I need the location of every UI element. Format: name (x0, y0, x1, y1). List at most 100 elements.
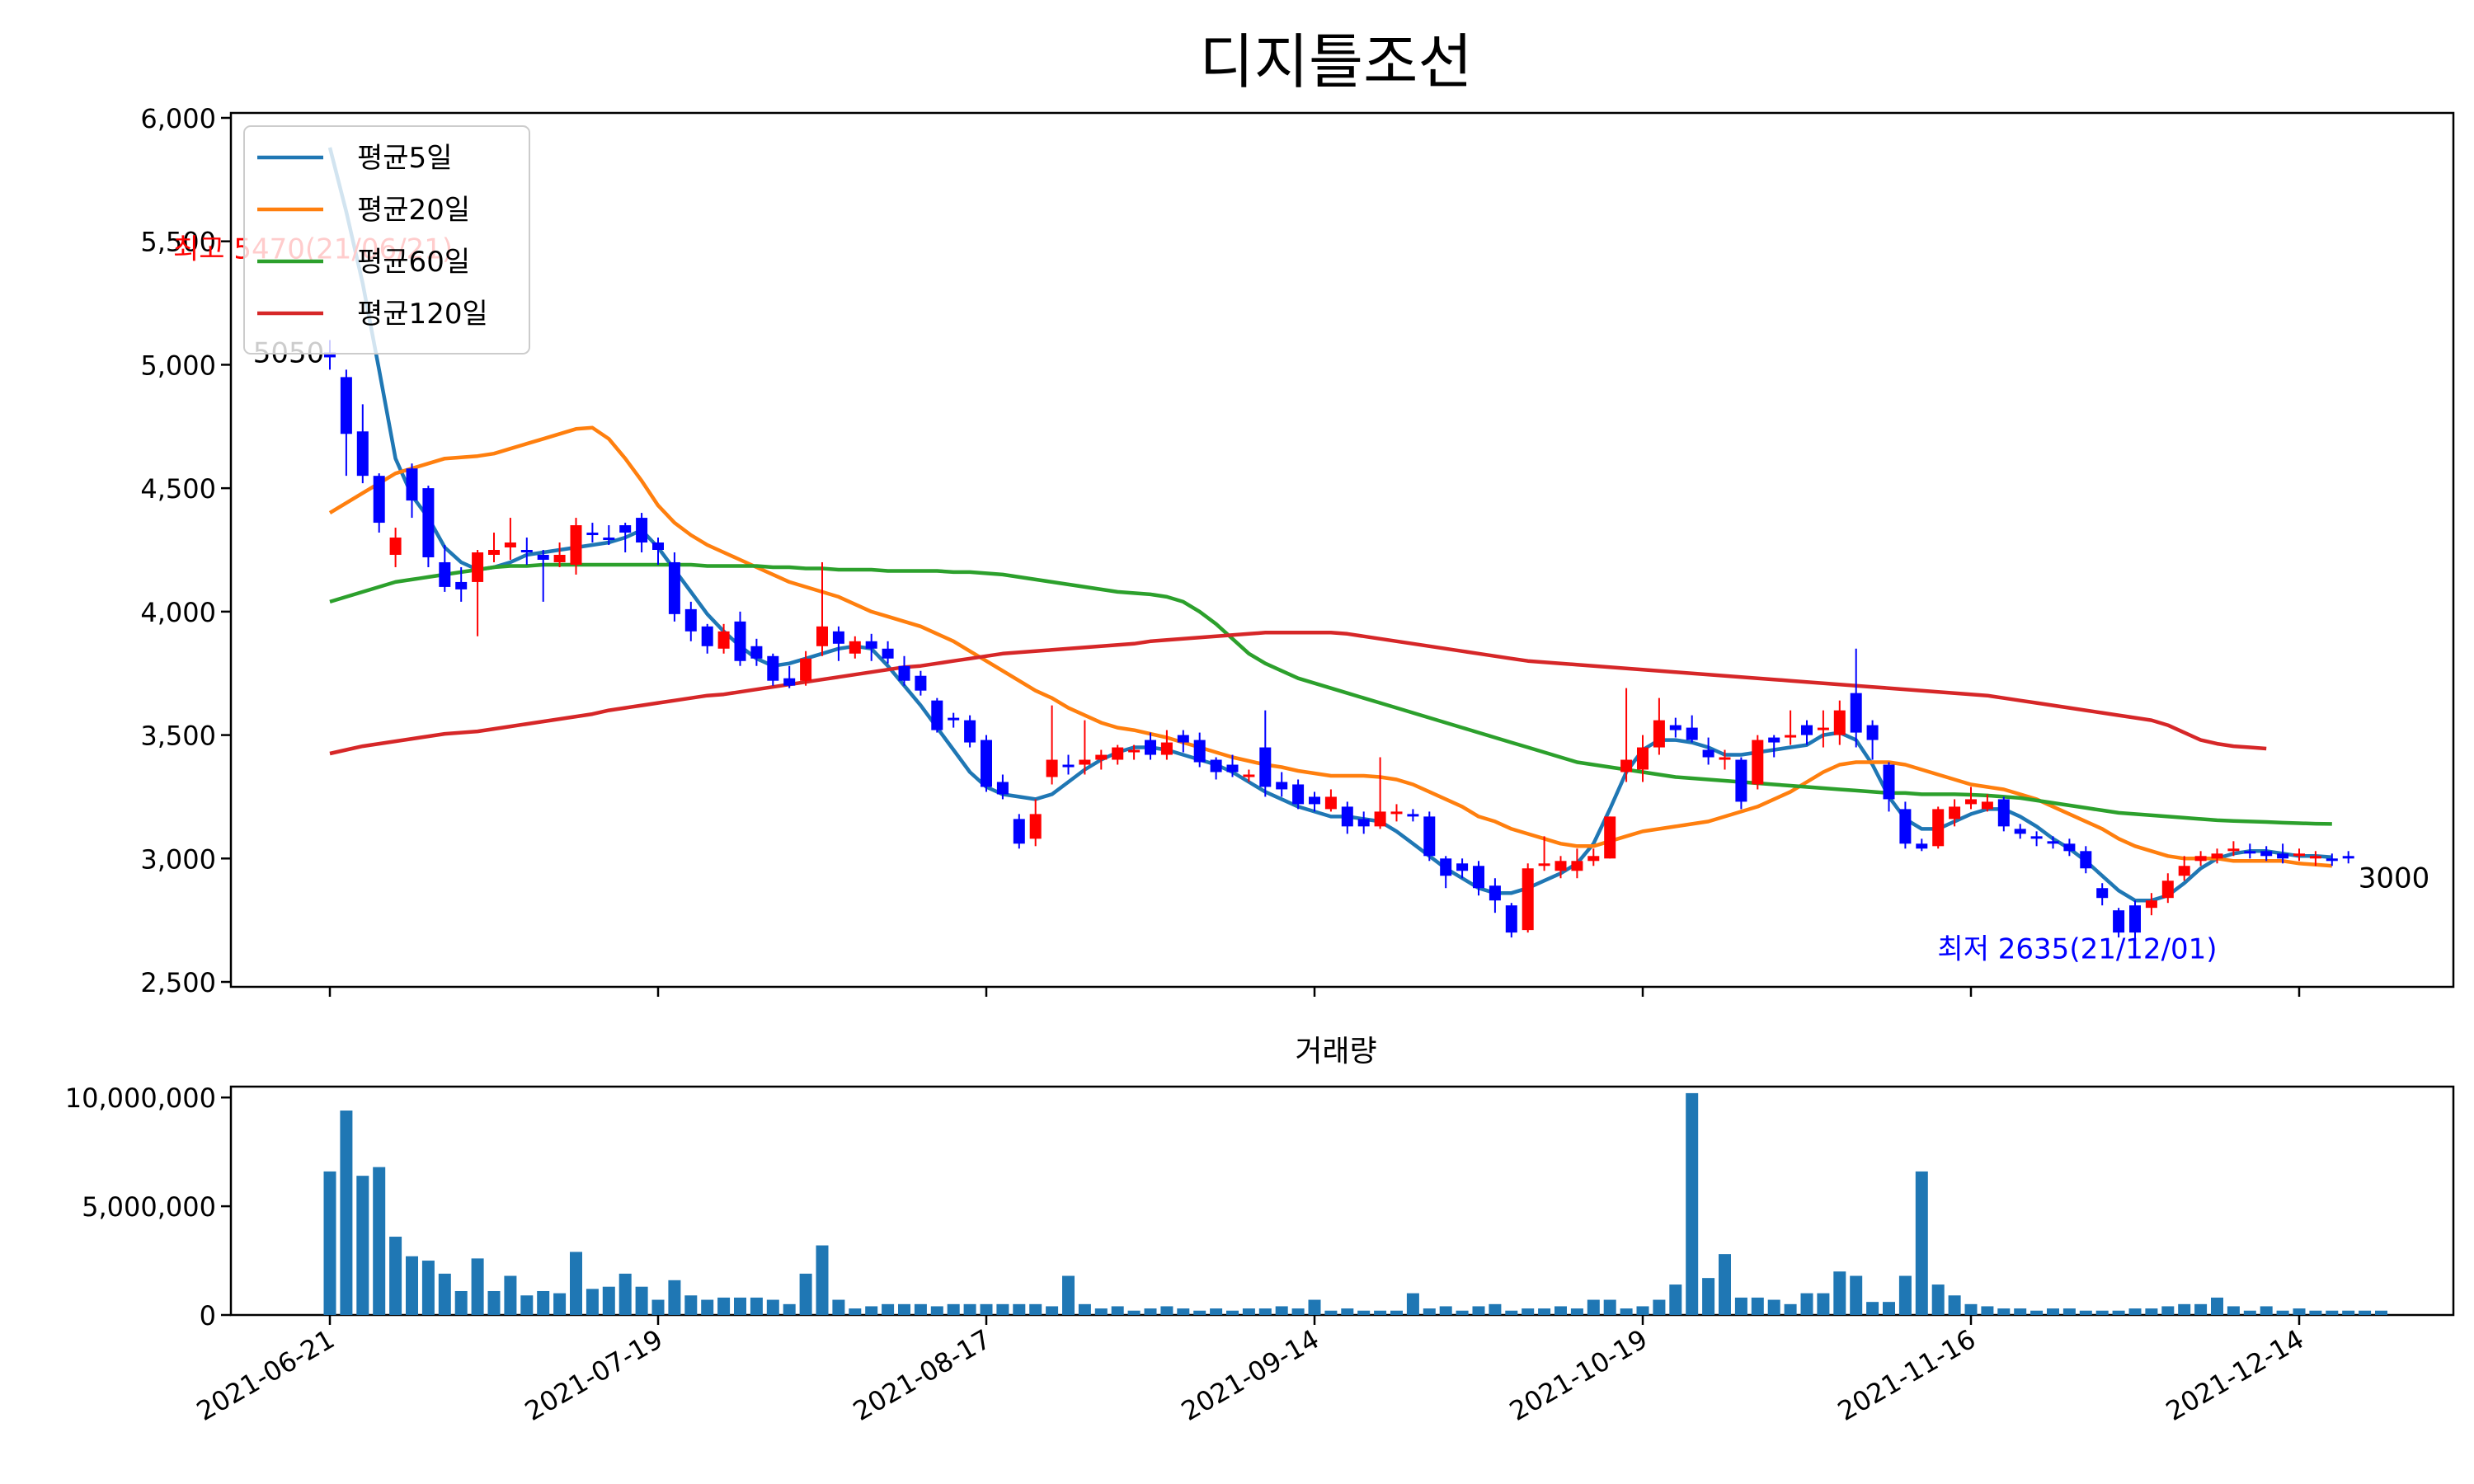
candle-body (1653, 720, 1665, 748)
volume-bar (2047, 1308, 2059, 1315)
volume-y-tick-label: 10,000,000 (65, 1082, 216, 1114)
volume-bar (2145, 1308, 2158, 1315)
volume-bar (1439, 1306, 1452, 1315)
candle-body (1177, 735, 1189, 743)
candle-body (1522, 868, 1534, 931)
volume-bar (2326, 1310, 2339, 1315)
volume-bar (323, 1171, 336, 1315)
volume-bar (947, 1303, 960, 1315)
candle-body (1997, 799, 2010, 827)
volume-bar (1144, 1308, 1157, 1315)
price-y-tick-label: 2,500 (140, 967, 216, 998)
candle-body (2244, 851, 2256, 854)
candle-body (865, 641, 877, 649)
candle-body (2227, 848, 2240, 852)
candle-body (1243, 774, 1255, 777)
volume-bar (356, 1176, 369, 1315)
candle-body (800, 658, 812, 681)
candle-body (2096, 888, 2109, 899)
volume-bar (570, 1252, 582, 1315)
candle-body (996, 782, 1009, 795)
volume-bar (1029, 1303, 1042, 1315)
legend-label: 평균120일 (357, 298, 488, 331)
candle-body (1949, 806, 1961, 819)
candle-body (406, 468, 418, 501)
candle-body (1210, 759, 1222, 773)
candle-body (636, 518, 648, 543)
volume-bar (734, 1297, 746, 1315)
candle-body (1046, 759, 1058, 777)
volume-bar (454, 1290, 468, 1315)
candle-body (981, 740, 992, 787)
volume-bar (1734, 1297, 1747, 1315)
candle-body (2309, 856, 2321, 859)
candle-body (1850, 693, 1862, 733)
candle-body (1833, 710, 1846, 735)
volume-bar (1456, 1310, 1469, 1315)
volume-bar (618, 1273, 632, 1315)
candle-body (1079, 759, 1091, 765)
price-panel: 2,500 3,000 3,500 4,000 4,500 5,000 5,500 6,000… (140, 103, 2455, 998)
volume-bar (1554, 1306, 1567, 1315)
volume-bar (980, 1303, 993, 1315)
volume-bar (1505, 1310, 1518, 1315)
candle-body (340, 377, 352, 434)
volume-bar (783, 1303, 796, 1315)
candle-body (324, 352, 336, 358)
volume-bar (882, 1303, 895, 1315)
volume-bar (1472, 1306, 1485, 1315)
price-plot-frame (229, 111, 2455, 989)
price-y-tick-label: 5,000 (140, 350, 216, 381)
candle-body (1702, 749, 1714, 758)
candle-body (373, 476, 385, 524)
volume-bar (504, 1275, 517, 1315)
candle-body (422, 488, 435, 557)
volume-bars (323, 1092, 2387, 1315)
volume-bar (1817, 1293, 1830, 1315)
volume-bar (1866, 1302, 1879, 1315)
candle-body (1390, 811, 1403, 815)
candle-body (1505, 905, 1517, 933)
candle-body (1752, 740, 1764, 785)
candle-body (684, 608, 697, 632)
volume-bar (1177, 1308, 1190, 1315)
candle-body (717, 631, 730, 649)
volume-bar (1964, 1303, 1978, 1315)
candle-body (1423, 816, 1436, 857)
candle-body (964, 720, 976, 743)
volume-bar (1406, 1293, 1419, 1315)
volume-bar (1127, 1310, 1141, 1315)
candle-body (520, 550, 533, 552)
volume-bar (750, 1297, 763, 1315)
volume-bar (865, 1306, 878, 1315)
volume-bar (1538, 1308, 1551, 1315)
volume-bar (2161, 1306, 2175, 1315)
volume-bar (537, 1290, 550, 1315)
volume-bar (1948, 1295, 1961, 1315)
candle-body (2014, 829, 2026, 834)
volume-bar (2194, 1303, 2208, 1315)
candle-body (931, 700, 943, 730)
legend-box (243, 125, 530, 355)
volume-bar (1931, 1284, 1945, 1315)
volume-bar (2342, 1310, 2355, 1315)
candle-body (849, 641, 861, 654)
candle-body (455, 581, 468, 589)
volume-bar (1013, 1303, 1026, 1315)
volume-bar (1587, 1299, 1600, 1315)
volume-bar (1522, 1308, 1535, 1315)
volume-bar (438, 1273, 451, 1315)
candle-body (2129, 905, 2141, 933)
volume-bar (1193, 1310, 1206, 1315)
volume-bar (2227, 1306, 2240, 1315)
volume-bar (520, 1295, 534, 1315)
price-y-tick-label: 3,000 (140, 843, 216, 875)
volume-bar (1423, 1308, 1436, 1315)
candle-body (652, 542, 664, 550)
candle-body (1817, 727, 1829, 730)
candle-body (1160, 742, 1173, 755)
candle-body (1128, 749, 1141, 753)
volume-y-tick-label: 0 (200, 1300, 216, 1331)
volume-bar (1341, 1308, 1354, 1315)
